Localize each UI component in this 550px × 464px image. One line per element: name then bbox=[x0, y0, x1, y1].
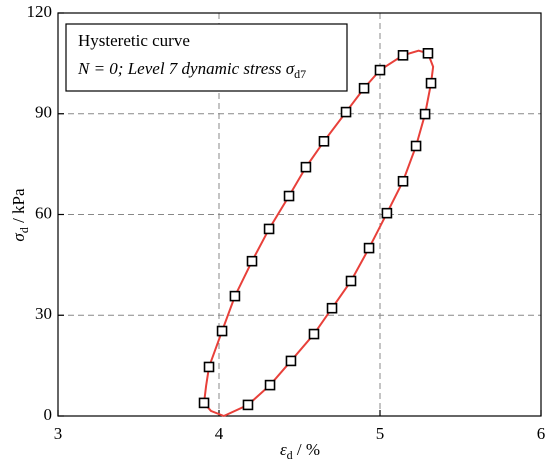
data-point bbox=[300, 161, 312, 173]
y-tick-label: 60 bbox=[35, 203, 52, 222]
data-point bbox=[283, 190, 295, 202]
curve bbox=[202, 49, 435, 417]
data-point bbox=[246, 255, 258, 267]
data-point bbox=[419, 108, 431, 120]
data-point bbox=[308, 328, 320, 340]
data-point bbox=[381, 207, 393, 219]
data-point bbox=[422, 47, 434, 59]
y-tick-label: 0 bbox=[44, 405, 53, 424]
x-axis-label: εd / % bbox=[280, 440, 320, 462]
annotation: Hysteretic curve bbox=[78, 31, 190, 50]
data-point bbox=[397, 175, 409, 187]
x-tick-label: 4 bbox=[215, 424, 224, 443]
annotation-box bbox=[65, 23, 348, 92]
data-point bbox=[425, 77, 437, 89]
data-point bbox=[242, 399, 254, 411]
annotation-symbol: σ bbox=[286, 59, 295, 78]
y-unit: / kPa bbox=[9, 188, 28, 227]
data-point bbox=[229, 290, 241, 302]
data-point bbox=[374, 64, 386, 76]
annotation-text: N = 0; Level 7 dynamic stress bbox=[77, 59, 286, 78]
annotation-subscript: d7 bbox=[294, 67, 306, 81]
data-point bbox=[345, 275, 357, 287]
data-point bbox=[410, 140, 422, 152]
data-point bbox=[358, 82, 370, 94]
data-point bbox=[326, 302, 338, 314]
x-tick-label: 3 bbox=[54, 424, 63, 443]
data-point bbox=[198, 397, 210, 409]
y-tick-label: 90 bbox=[35, 103, 52, 122]
y-subscript: d bbox=[17, 227, 31, 233]
x-tick-label: 6 bbox=[537, 424, 546, 443]
plot-frame bbox=[57, 12, 542, 417]
y-tick-label: 120 bbox=[27, 2, 53, 21]
data-point bbox=[318, 135, 330, 147]
data-point bbox=[264, 379, 276, 391]
data-point bbox=[216, 325, 228, 337]
y-axis-label: σd / kPa bbox=[9, 188, 31, 242]
x-unit: / % bbox=[293, 440, 320, 459]
data-point bbox=[263, 223, 275, 235]
data-point bbox=[340, 106, 352, 118]
data-point bbox=[285, 355, 297, 367]
x-symbol: ε bbox=[280, 440, 287, 459]
data-point bbox=[203, 361, 215, 373]
y-symbol: σ bbox=[9, 233, 28, 242]
data-point bbox=[397, 50, 409, 61]
data-point bbox=[363, 242, 375, 254]
x-subscript: d bbox=[287, 448, 293, 462]
annotation: N = 0; Level 7 dynamic stress σd7 bbox=[77, 59, 306, 81]
x-tick-label: 5 bbox=[376, 424, 385, 443]
y-tick-label: 30 bbox=[35, 304, 52, 323]
